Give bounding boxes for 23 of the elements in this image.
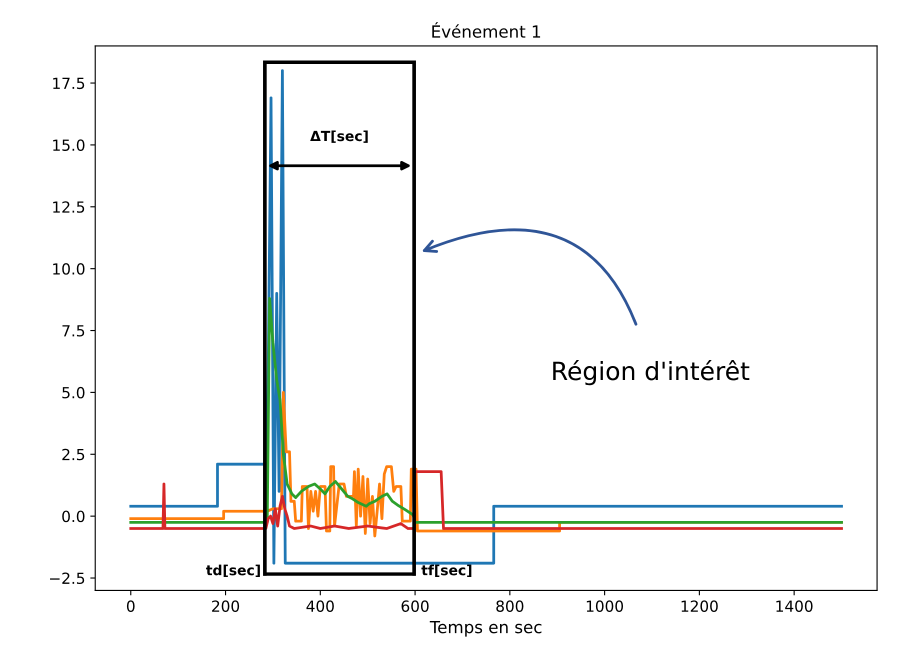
x-tick-label: 200 — [212, 600, 240, 612]
x-axis-title: Temps en sec — [430, 620, 542, 637]
ref-line-label: td[sec] — [206, 564, 260, 578]
x-tick-label: 800 — [496, 600, 524, 612]
x-tick-label: 600 — [402, 600, 429, 612]
y-tick-label: 10.0 — [53, 263, 84, 275]
y-tick-label: 5.0 — [62, 386, 84, 398]
ref-line-label: tf[sec] — [421, 564, 472, 578]
x-tick-label: 1000 — [586, 600, 624, 612]
y-tick-label: 2.5 — [62, 448, 84, 460]
y-tick-label: 7.5 — [62, 325, 84, 337]
y-tick-label: 12.5 — [53, 201, 84, 213]
annotation: ΔT[sec] — [310, 130, 368, 143]
x-tick-label: 1400 — [776, 600, 813, 612]
y-tick-label: 17.5 — [53, 78, 84, 90]
x-tick-label: 0 — [126, 600, 135, 612]
y-tick-label: 0.0 — [62, 510, 84, 522]
y-tick-label: −2.5 — [50, 572, 84, 584]
chart-title: Événement 1 — [432, 22, 540, 38]
annotation: Région d'intérêt — [553, 360, 750, 386]
y-tick-label: 15.0 — [53, 139, 84, 151]
x-tick-label: 1200 — [682, 600, 718, 612]
x-tick-label: 400 — [306, 600, 334, 612]
